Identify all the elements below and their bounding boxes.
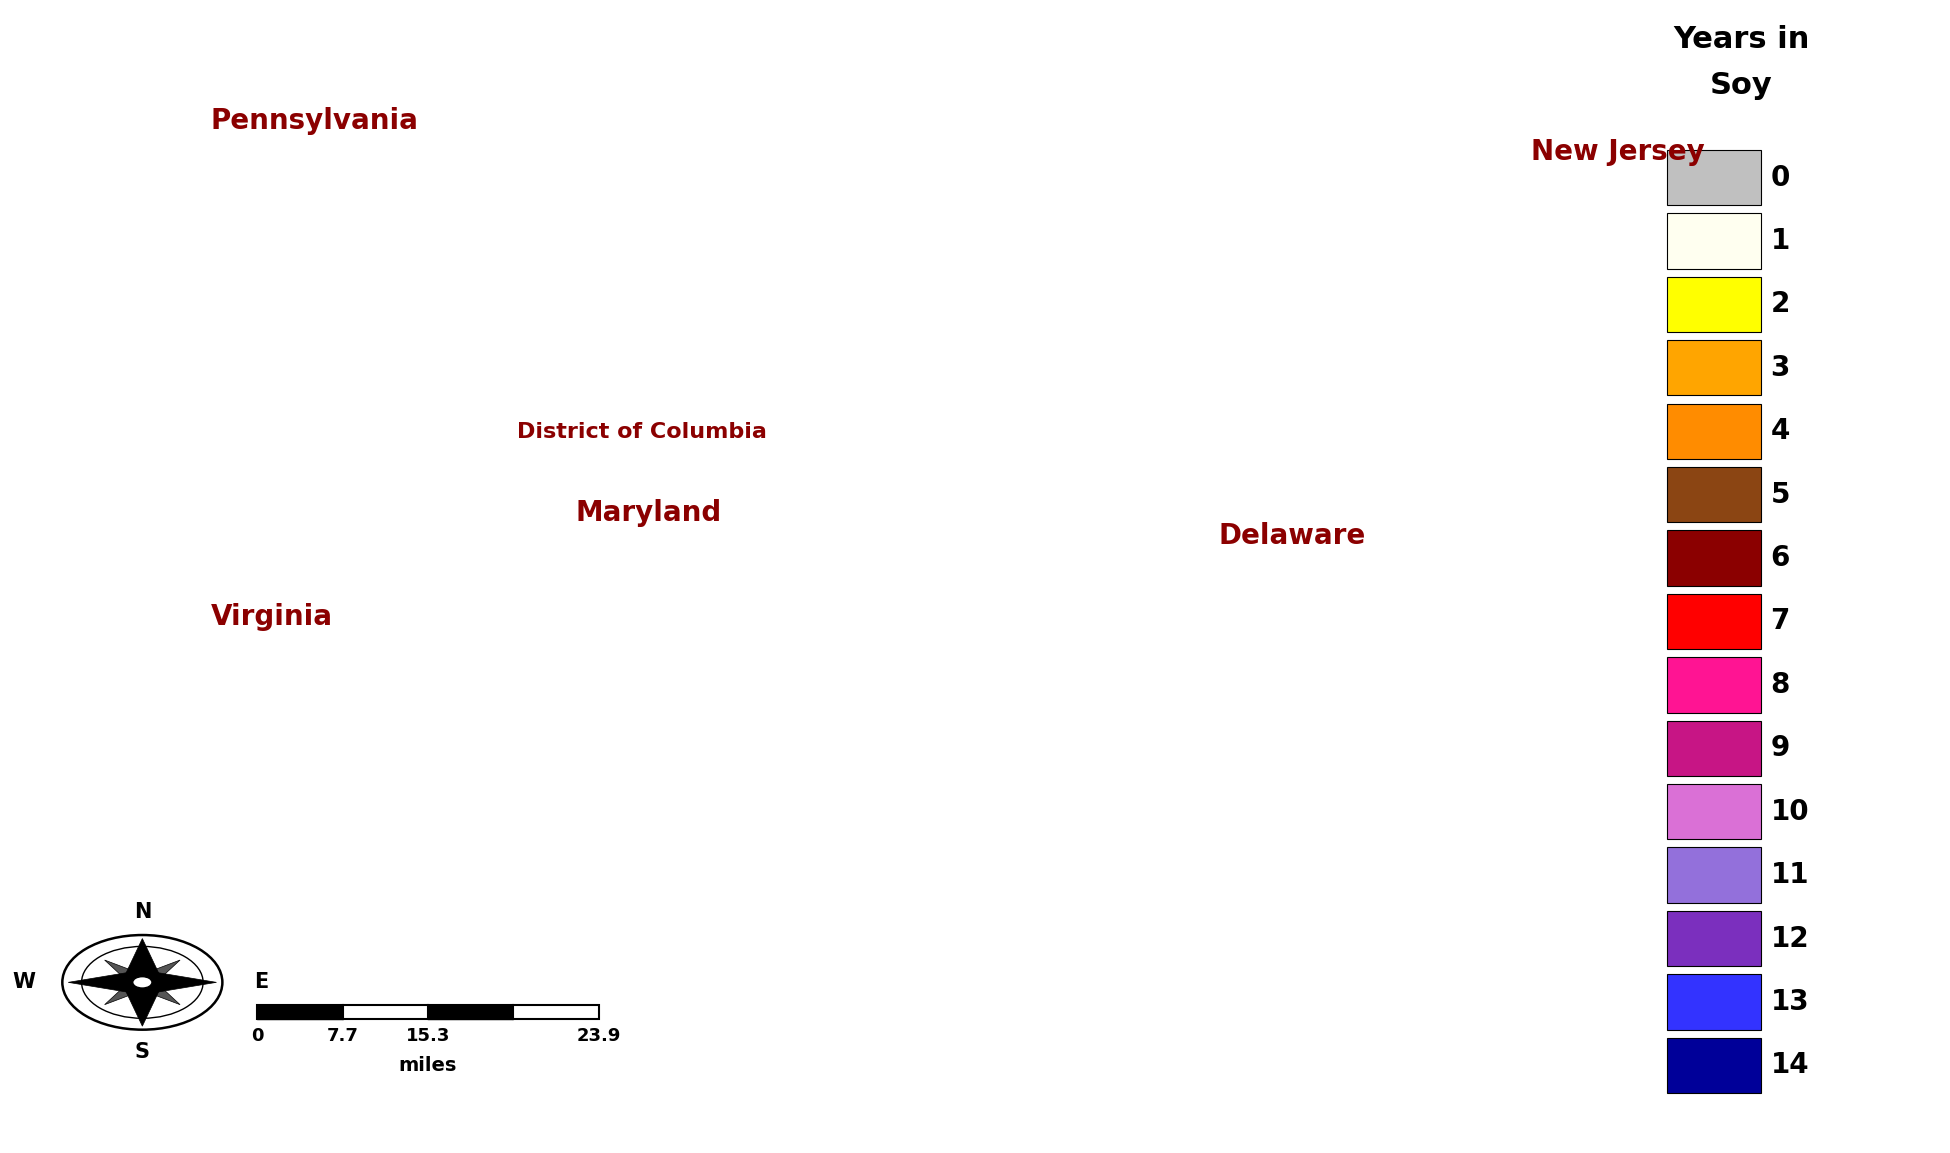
- Bar: [1667, 721, 1761, 776]
- Bar: [257, 1005, 599, 1019]
- Bar: [1667, 404, 1761, 459]
- Text: Delaware: Delaware: [1219, 522, 1367, 550]
- Text: W: W: [12, 972, 35, 993]
- Text: 5: 5: [1771, 481, 1790, 508]
- Bar: [1667, 784, 1761, 839]
- Text: 4: 4: [1771, 417, 1790, 445]
- Text: Maryland: Maryland: [575, 499, 722, 527]
- Text: 3: 3: [1771, 354, 1790, 382]
- Text: 7: 7: [1771, 608, 1790, 635]
- Text: 0: 0: [1771, 164, 1790, 191]
- Bar: [1667, 1038, 1761, 1093]
- Text: E: E: [254, 972, 267, 993]
- Text: S: S: [135, 1042, 150, 1062]
- Bar: [1667, 150, 1761, 205]
- Text: 0: 0: [252, 1027, 263, 1046]
- Text: District of Columbia: District of Columbia: [517, 422, 766, 443]
- Polygon shape: [135, 960, 179, 987]
- Bar: [1667, 974, 1761, 1030]
- Polygon shape: [105, 960, 150, 987]
- Text: 6: 6: [1771, 544, 1790, 572]
- Text: 11: 11: [1771, 861, 1810, 889]
- Bar: [1667, 847, 1761, 903]
- Polygon shape: [105, 978, 150, 1004]
- Text: 9: 9: [1771, 734, 1790, 762]
- Text: miles: miles: [400, 1056, 456, 1075]
- Bar: [1667, 213, 1761, 269]
- Bar: [1667, 467, 1761, 522]
- Polygon shape: [121, 939, 164, 982]
- Text: 15.3: 15.3: [406, 1027, 450, 1046]
- Text: 13: 13: [1771, 988, 1810, 1016]
- Text: Pennsylvania: Pennsylvania: [211, 107, 419, 135]
- Text: 14: 14: [1771, 1052, 1810, 1079]
- Text: Virginia: Virginia: [211, 603, 333, 631]
- Text: 2: 2: [1771, 291, 1790, 318]
- Bar: [1667, 530, 1761, 586]
- Text: 8: 8: [1771, 671, 1790, 699]
- Text: 12: 12: [1771, 925, 1810, 952]
- Polygon shape: [142, 970, 216, 995]
- Bar: [1667, 911, 1761, 966]
- Bar: [1667, 657, 1761, 713]
- Text: 23.9: 23.9: [577, 1027, 620, 1046]
- Text: Years in: Years in: [1673, 25, 1810, 54]
- Text: N: N: [135, 903, 150, 922]
- Bar: [1667, 340, 1761, 395]
- Text: 1: 1: [1771, 227, 1790, 255]
- Polygon shape: [68, 970, 142, 995]
- Text: New Jersey: New Jersey: [1531, 138, 1704, 166]
- Text: 7.7: 7.7: [328, 1027, 359, 1046]
- Bar: [1667, 594, 1761, 649]
- Text: 10: 10: [1771, 798, 1810, 826]
- Polygon shape: [121, 982, 164, 1026]
- Bar: [1667, 277, 1761, 332]
- Circle shape: [133, 977, 152, 988]
- Polygon shape: [135, 978, 179, 1004]
- Text: Soy: Soy: [1710, 71, 1773, 100]
